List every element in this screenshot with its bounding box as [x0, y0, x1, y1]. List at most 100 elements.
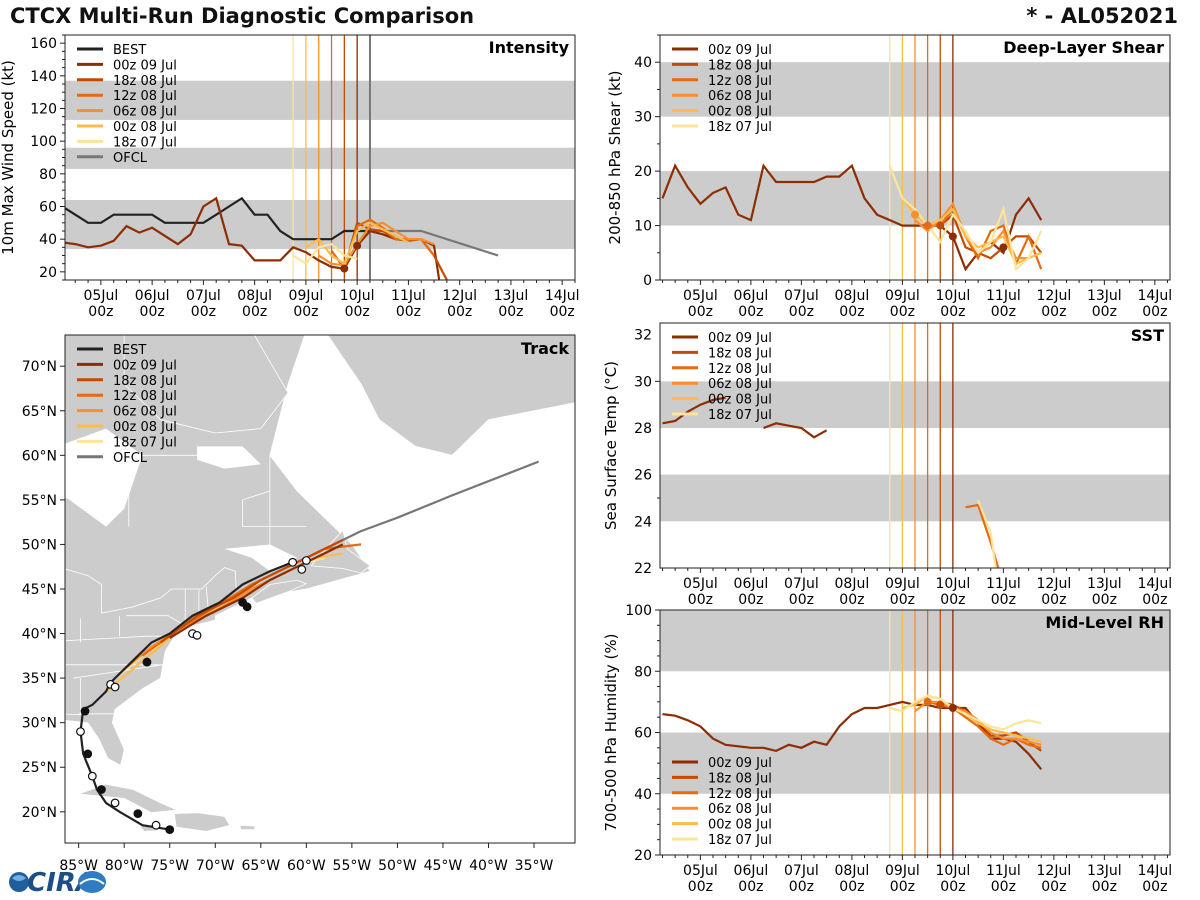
y-tick-label: 0 [643, 273, 652, 289]
legend-label-18z-07-jul: 18z 07 Jul [708, 833, 772, 848]
series-marker [948, 232, 957, 241]
legend-label-00z-08-jul: 00z 08 Jul [708, 393, 772, 408]
state-border [205, 586, 209, 607]
legend-label-12z-08-jul: 12z 08 Jul [708, 362, 772, 377]
page-title: CTCX Multi-Run Diagnostic Comparison [10, 4, 475, 28]
state-border [65, 635, 163, 642]
legend-label-00z-09-jul: 00z 09 Jul [708, 756, 772, 771]
legend-label-best: BEST [113, 343, 146, 358]
track-point-filled [133, 809, 143, 818]
cuba [78, 783, 179, 814]
x-tick-label: 35°W [515, 858, 554, 874]
intensity-ylabel: 10m Max Wind Speed (kt) [0, 60, 17, 255]
y-tick-label: 20 [39, 265, 57, 281]
nova-scotia [251, 579, 308, 604]
legend-label-18z-08-jul: 18z 08 Jul [708, 771, 772, 786]
y-tick-label: 160 [30, 36, 57, 52]
x-tick-label: 00z [688, 879, 713, 895]
legend-label-18z-08-jul: 18z 08 Jul [708, 346, 772, 361]
x-tick-label: 00z [1041, 304, 1066, 320]
track-point-open [151, 820, 161, 830]
x-tick-label: 06Jul [135, 288, 170, 304]
y-tick-label: 25°N [22, 760, 57, 776]
x-tick-label: 05Jul [84, 288, 119, 304]
x-tick-label: 00z [1092, 304, 1117, 320]
x-tick-label: 00z [498, 304, 523, 320]
y-tick-label: 40 [634, 787, 652, 803]
series-line-06z-08-jul [914, 201, 1029, 260]
series-line-06z-08-jul [318, 221, 435, 267]
series-marker [353, 241, 362, 250]
legend-label-18z-07-jul: 18z 07 Jul [113, 135, 177, 150]
y-tick-label: 140 [30, 69, 57, 85]
x-tick-label: 11Jul [986, 863, 1021, 879]
x-tick-label: 00z [293, 304, 318, 320]
track-chart: 85°W 80°W 75°W 70°W 65°W 60°W 55°W 50°W 45°W 40°W… [22, 334, 576, 874]
series-line-18z-07-jul [889, 694, 1042, 731]
state-border [242, 490, 307, 528]
gulf-st-lawrence [224, 544, 298, 572]
x-tick-label: 10Jul [936, 863, 971, 879]
y-tick-label: 32 [634, 328, 652, 344]
series-line-18z-07-jul [292, 242, 358, 266]
legend-label-18z-07-jul: 18z 07 Jul [708, 120, 772, 135]
x-tick-label: 65°W [241, 858, 280, 874]
track-point-filled [142, 657, 152, 667]
rh-title: Mid-Level RH [1045, 613, 1164, 632]
series-marker [948, 704, 957, 712]
x-tick-label: 08Jul [835, 288, 870, 304]
x-tick-label: 00z [839, 592, 864, 608]
series-marker [911, 210, 919, 219]
x-tick-label: 07Jul [784, 576, 819, 592]
y-tick-label: 45°N [22, 582, 57, 598]
y-tick-label: 65°N [22, 404, 57, 420]
storm-id: * - AL052021 [1026, 4, 1178, 28]
track-point-filled [80, 706, 90, 716]
x-tick-label: 00z [890, 592, 915, 608]
y-tick-label: 20 [634, 848, 652, 864]
x-tick-label: 80°W [105, 858, 144, 874]
x-tick-label: 70°W [196, 858, 235, 874]
y-tick-label: 40 [39, 232, 57, 248]
greenland [327, 335, 575, 456]
baffin-island [123, 335, 289, 434]
state-border [73, 664, 163, 679]
legend-label-18z-08-jul: 18z 08 Jul [113, 74, 177, 89]
y-tick-label: 80 [39, 167, 57, 183]
x-tick-label: 00z [688, 304, 713, 320]
x-tick-label: 13Jul [494, 288, 529, 304]
x-tick-label: 00z [1142, 304, 1167, 320]
x-tick-label: 00z [88, 304, 113, 320]
series-marker [340, 264, 349, 273]
x-tick-label: 11Jul [391, 288, 426, 304]
x-tick-label: 12Jul [1037, 288, 1072, 304]
track-point-open [288, 557, 298, 567]
x-tick-label: 00z [940, 879, 965, 895]
state-border [126, 615, 184, 625]
y-tick-label: 60 [39, 200, 57, 216]
x-tick-label: 00z [789, 592, 814, 608]
x-tick-label: 13Jul [1087, 288, 1122, 304]
y-tick-label: 100 [30, 134, 57, 150]
shear-plot-area [660, 35, 1170, 280]
shear-title: Deep-Layer Shear [1003, 38, 1164, 57]
legend-label-12z-08-jul: 12z 08 Jul [113, 389, 177, 404]
state-border [65, 567, 237, 614]
track-point-open [87, 771, 97, 781]
x-tick-label: 05Jul [683, 863, 718, 879]
x-tick-label: 75°W [150, 858, 189, 874]
x-tick-label: 00z [191, 304, 216, 320]
legend-label-06z-08-jul: 06z 08 Jul [708, 802, 772, 817]
y-tick-label: 30°N [22, 716, 57, 732]
series-marker [923, 221, 932, 230]
y-tick-label: 35°N [22, 671, 57, 687]
x-tick-label: 00z [550, 304, 575, 320]
x-tick-label: 00z [140, 304, 165, 320]
legend-label-18z-07-jul: 18z 07 Jul [708, 408, 772, 423]
ungava-bay [197, 446, 261, 469]
track-point-open [297, 564, 307, 574]
x-tick-label: 55°W [333, 858, 372, 874]
